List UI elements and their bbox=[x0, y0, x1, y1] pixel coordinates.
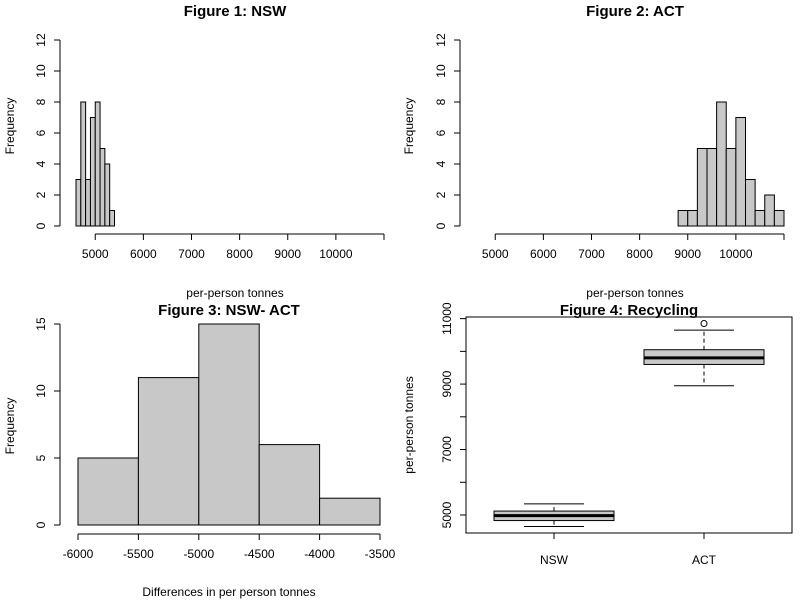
histogram-bar bbox=[716, 101, 727, 227]
histogram-bar bbox=[258, 444, 321, 526]
x-tick-label: 5000 bbox=[482, 247, 509, 261]
x-tick-label: 10000 bbox=[319, 247, 353, 261]
y-axis-label: per-person tonnes bbox=[402, 376, 416, 473]
y-tick-label: 8 bbox=[434, 98, 448, 105]
y-tick-label: 6 bbox=[34, 129, 48, 136]
y-tick-label: 10 bbox=[34, 384, 48, 398]
y-axis-label: Frequency bbox=[402, 98, 416, 155]
histogram-bar bbox=[754, 210, 766, 227]
histogram-bar bbox=[764, 194, 775, 227]
histogram-bar bbox=[137, 377, 200, 526]
histogram-bar bbox=[745, 179, 756, 227]
y-tick-label: 15 bbox=[34, 317, 48, 331]
y-tick-label: 10 bbox=[434, 64, 448, 78]
y-tick-label: 0 bbox=[34, 222, 48, 229]
y-tick-label: 12 bbox=[434, 33, 448, 47]
panel-difference-histogram: Figure 3: NSW- ACT Differences in per pe… bbox=[3, 302, 396, 599]
histogram-bar bbox=[677, 210, 689, 227]
x-tick-label: 7000 bbox=[178, 247, 205, 261]
x-tick-label: 6000 bbox=[130, 247, 157, 261]
y-axis-label: Frequency bbox=[3, 98, 17, 155]
y-tick-label: 4 bbox=[34, 160, 48, 167]
x-tick-label: 8000 bbox=[626, 247, 653, 261]
panel-nsw-histogram: Figure 1: NSW per-person tonnes Frequenc… bbox=[3, 3, 385, 300]
histogram-bar bbox=[77, 457, 139, 526]
histogram-bar bbox=[99, 148, 106, 227]
chart-title: Figure 4: Recycling bbox=[560, 302, 698, 319]
y-tick-label: 5000 bbox=[440, 501, 454, 528]
x-tick-label: 6000 bbox=[530, 247, 557, 261]
histogram-bar bbox=[104, 163, 111, 227]
x-tick-label: 5000 bbox=[82, 247, 109, 261]
x-tick-label: 8000 bbox=[226, 247, 253, 261]
x-tick-label: 10000 bbox=[719, 247, 753, 261]
x-category-label: ACT bbox=[692, 553, 717, 567]
histogram-bar bbox=[706, 148, 718, 227]
panel-act-histogram: Figure 2: ACT per-person tonnes Frequenc… bbox=[402, 3, 785, 300]
y-tick-label: 11000 bbox=[440, 302, 454, 335]
outlier-point bbox=[700, 320, 708, 328]
y-axis-label: Frequency bbox=[3, 398, 17, 455]
histogram-bar bbox=[85, 179, 91, 227]
chart-title: Figure 1: NSW bbox=[184, 3, 287, 20]
histogram-bar bbox=[75, 179, 82, 227]
y-tick-label: 10 bbox=[34, 64, 48, 78]
y-tick-label: 6 bbox=[434, 129, 448, 136]
x-tick-label: -4000 bbox=[304, 547, 335, 561]
y-tick-label: 7000 bbox=[440, 436, 454, 463]
x-tick-label: -3500 bbox=[365, 547, 396, 561]
histogram-bar bbox=[89, 117, 96, 227]
x-axis-label: per-person tonnes bbox=[586, 286, 683, 300]
x-tick-label: 9000 bbox=[274, 247, 301, 261]
x-tick-label: 9000 bbox=[674, 247, 701, 261]
histogram-bar bbox=[696, 148, 708, 227]
x-axis-label: per-person tonnes bbox=[186, 286, 283, 300]
chart-title: Figure 3: NSW- ACT bbox=[158, 302, 300, 319]
y-tick-label: 4 bbox=[434, 160, 448, 167]
x-axis-label: Differences in per person tonnes bbox=[142, 585, 315, 599]
x-tick-label: -4500 bbox=[244, 547, 275, 561]
y-tick-label: 12 bbox=[34, 33, 48, 47]
y-tick-label: 0 bbox=[434, 222, 448, 229]
x-category-label: NSW bbox=[540, 553, 569, 567]
y-tick-label: 2 bbox=[34, 191, 48, 198]
histogram-bar bbox=[94, 101, 101, 227]
y-tick-label: 9000 bbox=[440, 370, 454, 397]
x-tick-label: -5500 bbox=[123, 547, 154, 561]
y-tick-label: 2 bbox=[434, 191, 448, 198]
histogram-bar bbox=[319, 497, 381, 526]
y-tick-label: 5 bbox=[34, 454, 48, 461]
x-tick-label: 7000 bbox=[578, 247, 605, 261]
histogram-bar bbox=[773, 210, 785, 227]
x-tick-label: -5000 bbox=[183, 547, 214, 561]
histogram-bar bbox=[735, 117, 746, 227]
histogram-bar bbox=[109, 210, 115, 227]
x-tick-label: -6000 bbox=[63, 547, 94, 561]
y-tick-label: 0 bbox=[34, 521, 48, 528]
histogram-bar bbox=[198, 323, 260, 526]
y-tick-label: 8 bbox=[34, 98, 48, 105]
histogram-bar bbox=[80, 101, 87, 227]
histogram-bar bbox=[725, 148, 737, 227]
panel-recycling-boxplot: Figure 4: Recycling per-person tonnes NS… bbox=[402, 302, 793, 567]
chart-title: Figure 2: ACT bbox=[586, 3, 684, 20]
histogram-bar bbox=[687, 210, 698, 227]
